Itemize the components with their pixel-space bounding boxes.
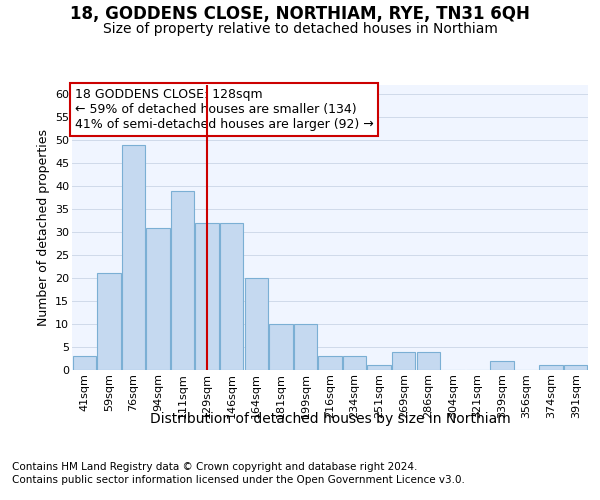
Text: 18, GODDENS CLOSE, NORTHIAM, RYE, TN31 6QH: 18, GODDENS CLOSE, NORTHIAM, RYE, TN31 6… [70, 5, 530, 23]
Text: Distribution of detached houses by size in Northiam: Distribution of detached houses by size … [149, 412, 511, 426]
Bar [539, 366, 563, 370]
Bar [196, 223, 219, 370]
Text: 18 GODDENS CLOSE: 128sqm
← 59% of detached houses are smaller (134)
41% of semi-: 18 GODDENS CLOSE: 128sqm ← 59% of detach… [74, 88, 373, 131]
Bar [294, 324, 317, 370]
Bar [220, 223, 244, 370]
Bar [490, 361, 514, 370]
Bar [367, 366, 391, 370]
Bar [416, 352, 440, 370]
Bar [319, 356, 341, 370]
Bar [73, 356, 96, 370]
Bar [146, 228, 170, 370]
Bar [245, 278, 268, 370]
Bar [97, 274, 121, 370]
Bar [171, 190, 194, 370]
Bar [122, 145, 145, 370]
Bar [269, 324, 293, 370]
Bar [392, 352, 415, 370]
Bar [564, 366, 587, 370]
Text: Size of property relative to detached houses in Northiam: Size of property relative to detached ho… [103, 22, 497, 36]
Y-axis label: Number of detached properties: Number of detached properties [37, 129, 50, 326]
Text: Contains HM Land Registry data © Crown copyright and database right 2024.: Contains HM Land Registry data © Crown c… [12, 462, 418, 472]
Bar [343, 356, 366, 370]
Text: Contains public sector information licensed under the Open Government Licence v3: Contains public sector information licen… [12, 475, 465, 485]
